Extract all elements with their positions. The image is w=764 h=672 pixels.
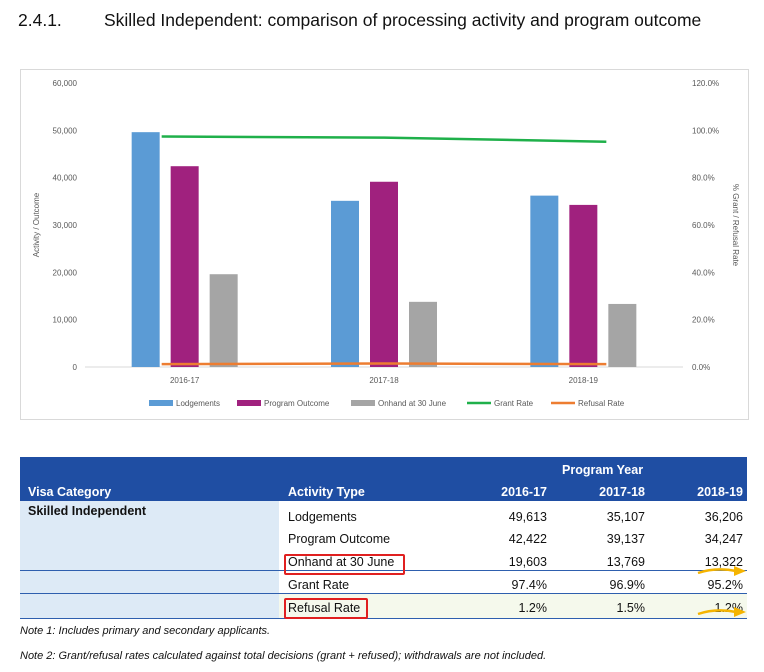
row-value: 1.2% xyxy=(518,601,548,615)
arrow-icon xyxy=(697,566,746,576)
row-divider xyxy=(20,570,747,571)
visa-category-cell: Skilled Independent xyxy=(28,504,147,518)
category-column-bg xyxy=(20,501,279,618)
x-tick-label: 2017-18 xyxy=(369,376,399,385)
bar-lodgements xyxy=(530,195,559,367)
header-activity-type: Activity Type xyxy=(288,485,365,499)
legend-swatch xyxy=(237,400,261,406)
bar-lodgements xyxy=(131,132,160,367)
row-value: 34,247 xyxy=(704,532,743,546)
row-label: Program Outcome xyxy=(288,532,391,546)
legend-label: Refusal Rate xyxy=(578,399,625,408)
bar-program-outcome xyxy=(569,204,598,367)
x-tick-label: 2018-19 xyxy=(569,376,599,385)
y-right-tick-label: 0.0% xyxy=(692,363,710,372)
row-divider xyxy=(20,593,747,594)
legend-swatch xyxy=(149,400,173,406)
y-left-tick-label: 40,000 xyxy=(53,174,78,183)
y-left-tick-label: 30,000 xyxy=(53,221,78,230)
row-value: 95.2% xyxy=(707,578,743,592)
legend-label: Program Outcome xyxy=(264,399,330,408)
row-value: 19,603 xyxy=(508,555,547,569)
y-left-tick-label: 60,000 xyxy=(53,79,78,88)
note-1: Note 1: Includes primary and secondary a… xyxy=(20,625,271,637)
y-left-tick-label: 0 xyxy=(73,363,78,372)
y-right-tick-label: 80.0% xyxy=(692,174,715,183)
y-left-tick-label: 20,000 xyxy=(53,268,78,277)
bar-lodgements xyxy=(331,200,359,367)
row-value: 1.5% xyxy=(616,601,646,615)
legend-label: Grant Rate xyxy=(494,399,534,408)
header-year-2: 2017-18 xyxy=(599,485,645,499)
line-refusal-rate xyxy=(161,362,607,366)
y-right-tick-label: 120.0% xyxy=(692,79,719,88)
row-label: Grant Rate xyxy=(288,578,350,592)
highlight-refusal-rate xyxy=(284,598,368,619)
note-2: Note 2: Grant/refusal rates calculated a… xyxy=(20,650,547,662)
row-label: Lodgements xyxy=(288,510,357,524)
refusal-row-bg xyxy=(279,593,747,618)
combo-chart: 0 10,000 20,000 30,000 40,000 50,000 60,000 0.0… xyxy=(32,79,740,408)
bar-program-outcome xyxy=(170,166,199,367)
highlight-onhand xyxy=(284,554,405,575)
header-year-1: 2016-17 xyxy=(501,485,547,499)
row-value: 39,137 xyxy=(606,532,645,546)
bar-program-outcome xyxy=(370,181,398,367)
row-value: 13,322 xyxy=(704,555,743,569)
y-right-tick-label: 40.0% xyxy=(692,268,715,277)
bar-onhand-at-30-june xyxy=(608,303,637,367)
legend-label: Onhand at 30 June xyxy=(378,399,447,408)
y-left-tick-label: 50,000 xyxy=(53,126,78,135)
x-tick-label: 2016-17 xyxy=(170,376,200,385)
row-value: 36,206 xyxy=(704,510,743,524)
row-divider xyxy=(20,618,747,619)
section-number: 2.4.1. xyxy=(18,10,62,30)
y-right-tick-label: 60.0% xyxy=(692,221,715,230)
arrow-icon xyxy=(697,607,746,617)
y-left-axis-title: Activity / Outcome xyxy=(32,192,41,257)
row-value: 13,769 xyxy=(606,555,645,569)
bar-onhand-at-30-june xyxy=(409,301,437,367)
table-header: Program Year Visa Category Activity Type… xyxy=(20,457,747,501)
header-program-year: Program Year xyxy=(562,463,644,477)
section-title: Skilled Independent: comparison of proce… xyxy=(104,10,702,30)
chart-container: 0 10,000 20,000 30,000 40,000 50,000 60,000 0.0… xyxy=(20,69,749,420)
bar-onhand-at-30-june xyxy=(209,274,238,367)
row-value: 96.9% xyxy=(609,578,645,592)
row-value: 97.4% xyxy=(511,578,547,592)
row-value: 49,613 xyxy=(508,510,547,524)
legend-swatch xyxy=(351,400,375,406)
y-right-tick-label: 20.0% xyxy=(692,316,715,325)
y-left-tick-label: 10,000 xyxy=(53,316,78,325)
line-grant-rate xyxy=(161,135,607,143)
header-year-3: 2018-19 xyxy=(697,485,743,499)
row-label: Refusal Rate xyxy=(288,601,361,615)
row-label: Onhand at 30 June xyxy=(288,555,395,569)
row-value: 35,107 xyxy=(606,510,645,524)
row-value: 42,422 xyxy=(508,532,547,546)
header-visa-category: Visa Category xyxy=(28,485,112,499)
legend-label: Lodgements xyxy=(176,399,220,408)
y-right-tick-label: 100.0% xyxy=(692,126,719,135)
y-right-axis-title: % Grant / Refusal Rate xyxy=(731,184,740,267)
